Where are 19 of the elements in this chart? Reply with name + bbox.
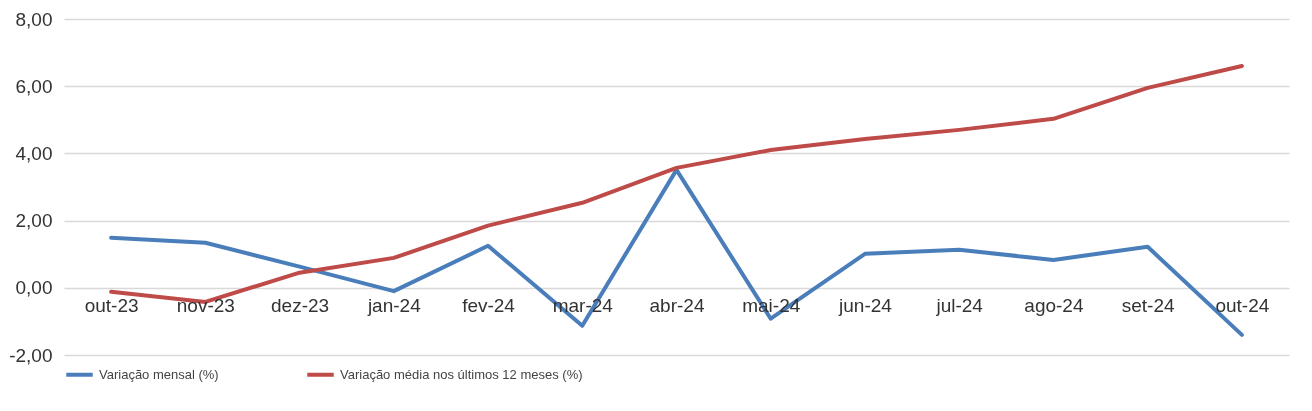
y-tick-label: 6,00 xyxy=(15,75,53,97)
x-tick-label: nov-23 xyxy=(176,294,235,316)
x-tick-label: set-24 xyxy=(1121,294,1175,316)
y-tick-label: 0,00 xyxy=(15,277,53,299)
y-tick-label: 8,00 xyxy=(15,8,53,30)
y-tick-label: -2,00 xyxy=(9,344,53,366)
x-tick-label: abr-24 xyxy=(649,294,705,316)
legend-label: Variação mensal (%) xyxy=(99,366,219,382)
y-tick-label: 2,00 xyxy=(15,210,53,232)
legend-label: Variação média nos últimos 12 meses (%) xyxy=(340,366,583,382)
y-tick-label: 4,00 xyxy=(15,142,53,164)
x-tick-label: out-24 xyxy=(1215,294,1270,316)
x-tick-label: fev-24 xyxy=(462,294,516,316)
x-tick-label: jul-24 xyxy=(935,294,984,316)
x-tick-label: out-23 xyxy=(84,294,139,316)
x-tick-label: jun-24 xyxy=(838,294,893,316)
x-tick-label: ago-24 xyxy=(1024,294,1084,316)
x-tick-label: dez-23 xyxy=(271,294,330,316)
x-tick-label: jan-24 xyxy=(366,294,422,316)
